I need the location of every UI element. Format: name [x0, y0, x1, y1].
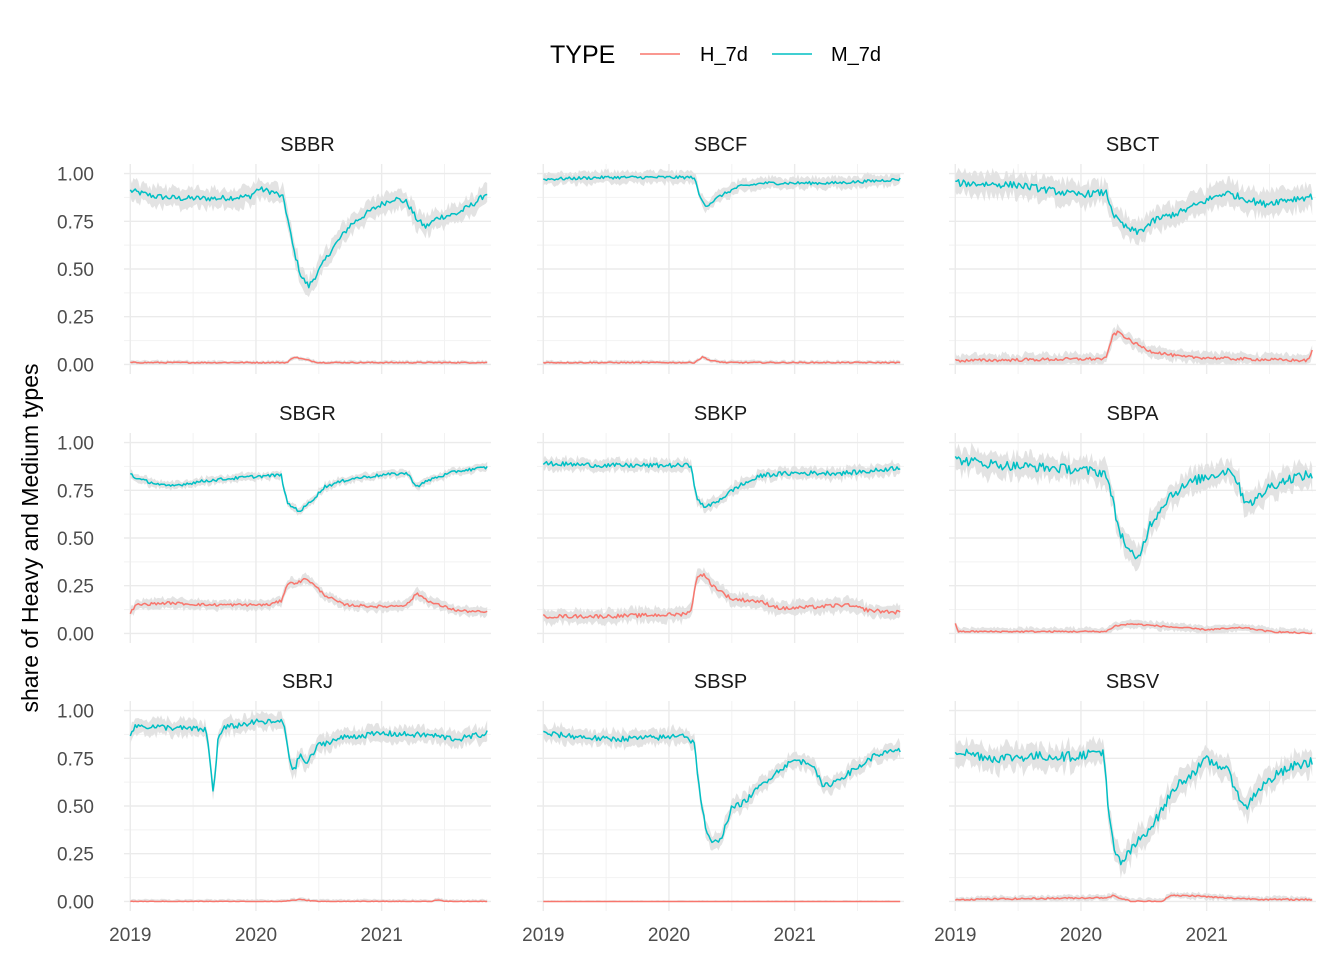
y-tick-label: 0.75 — [57, 749, 94, 770]
legend-label-m7d: M_7d — [831, 44, 881, 66]
series-line-h_7d — [542, 573, 901, 619]
ribbon-m_7d — [130, 461, 488, 516]
y-tick-label: 0.25 — [57, 308, 94, 329]
x-tick-label: 2021 — [1186, 925, 1228, 946]
x-tick-label: 2020 — [235, 925, 277, 946]
panel-sbbr: SBBR 0.00 0.25 0.50 0.75 1.00 — [57, 134, 491, 376]
panel-title: SBCF — [694, 134, 747, 156]
ribbon-m_7d — [130, 709, 488, 801]
y-tick-label: 0.75 — [57, 481, 94, 502]
series-line-h_7d — [129, 577, 488, 615]
panel-sbrj: SBRJ 0.00 0.25 0.50 0.75 1.00 2019 2020 2021 — [57, 671, 491, 946]
x-tick-label: 2020 — [1060, 925, 1102, 946]
panel-title: SBCT — [1106, 134, 1159, 156]
panel-title: SBRJ — [282, 671, 333, 693]
y-axis-label: share of Heavy and Medium types — [17, 363, 43, 712]
series-line-h_7d — [130, 898, 488, 903]
ribbon-m_7d — [955, 735, 1313, 879]
series-line-m_7d — [543, 175, 901, 207]
x-tick-label: 2021 — [774, 925, 816, 946]
series-line-h_7d — [130, 356, 488, 364]
y-tick-label: 1.00 — [57, 702, 94, 723]
x-tick-label: 2021 — [361, 925, 403, 946]
series-line-h_7d — [542, 355, 901, 364]
ribbon-m_7d — [955, 442, 1313, 572]
panel-sbkp: SBKP — [537, 403, 904, 643]
panel-title: SBSV — [1106, 671, 1160, 693]
series-line-m_7d — [129, 186, 488, 289]
panel-sbct: SBCT — [949, 134, 1316, 374]
panel-sbpa: SBPA — [949, 403, 1316, 643]
ribbon-m_7d — [543, 168, 901, 214]
legend-label-h7d: H_7d — [700, 44, 748, 66]
series-line-m_7d — [954, 748, 1313, 866]
panel-sbcf: SBCF — [537, 134, 904, 374]
y-tick-label: 0.00 — [57, 624, 94, 645]
legend: TYPE H_7d M_7d — [550, 41, 881, 69]
series-line-m_7d — [130, 465, 488, 513]
ribbon-h_7d — [130, 897, 488, 902]
legend-title: TYPE — [550, 41, 615, 69]
ribbon-m_7d — [955, 167, 1313, 246]
x-tick-label: 2020 — [648, 925, 690, 946]
panel-title: SBGR — [279, 403, 336, 425]
panel-sbsv: SBSV 2019 2020 2021 — [934, 671, 1316, 946]
series-line-m_7d — [954, 455, 1313, 560]
ribbon-h_7d — [130, 572, 488, 619]
series-line-m_7d — [955, 179, 1313, 236]
y-tick-label: 0.25 — [57, 577, 94, 598]
series-line-m_7d — [543, 730, 901, 844]
panel-title: SBKP — [694, 403, 747, 425]
panels: SBBR 0.00 0.25 0.50 0.75 1.00 SBCF SBCT SBGR 0.00… — [57, 134, 1316, 946]
y-tick-label: 0.50 — [57, 797, 94, 818]
panel-title: SBBR — [280, 134, 334, 156]
series-line-m_7d — [542, 460, 901, 508]
series-line-h_7d — [954, 330, 1313, 363]
y-tick-label: 0.00 — [57, 892, 94, 913]
y-tick-label: 0.25 — [57, 845, 94, 866]
series-line-h_7d — [954, 894, 1313, 903]
panel-title: SBPA — [1107, 403, 1160, 425]
ribbon-h_7d — [955, 618, 1313, 634]
y-tick-label: 1.00 — [57, 165, 94, 186]
panel-title: SBSP — [694, 671, 747, 693]
y-tick-label: 0.50 — [57, 529, 94, 550]
y-tick-label: 1.00 — [57, 434, 94, 455]
series-line-h_7d — [954, 623, 1313, 635]
series-line-m_7d — [129, 718, 488, 792]
ribbon-m_7d — [130, 177, 488, 298]
y-tick-label: 0.50 — [57, 260, 94, 281]
y-tick-label: 0.75 — [57, 212, 94, 233]
panel-sbgr: SBGR 0.00 0.25 0.50 0.75 1.00 — [57, 403, 491, 645]
x-tick-label: 2019 — [109, 925, 151, 946]
x-tick-label: 2019 — [934, 925, 976, 946]
ribbon-m_7d — [543, 454, 901, 514]
x-tick-label: 2019 — [522, 925, 564, 946]
ribbon-h_7d — [543, 567, 901, 627]
y-tick-label: 0.00 — [57, 355, 94, 376]
panel-sbsp: SBSP 2019 2020 2021 — [522, 671, 904, 946]
